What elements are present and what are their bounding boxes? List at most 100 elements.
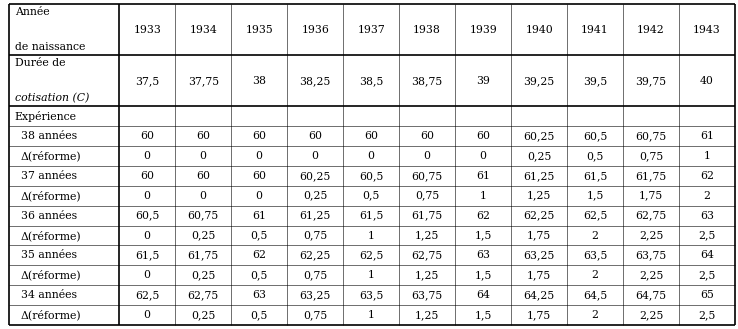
Text: 60,25: 60,25 <box>523 131 555 141</box>
Text: 64,75: 64,75 <box>635 290 666 300</box>
Text: 60,75: 60,75 <box>635 131 666 141</box>
Text: 39: 39 <box>476 76 490 86</box>
Text: Δ(réforme): Δ(réforme) <box>21 151 81 161</box>
Text: 1: 1 <box>480 191 486 201</box>
Text: 0,25: 0,25 <box>191 310 215 320</box>
Text: 0: 0 <box>200 191 207 201</box>
Text: 35 années: 35 années <box>21 250 77 261</box>
Text: 0,25: 0,25 <box>191 270 215 280</box>
Text: 62,5: 62,5 <box>135 290 159 300</box>
Text: 1,25: 1,25 <box>415 270 439 280</box>
Text: 61: 61 <box>476 171 490 181</box>
Text: 0: 0 <box>480 151 486 161</box>
Text: 0: 0 <box>368 151 375 161</box>
Text: 1: 1 <box>703 151 711 161</box>
Text: 1,75: 1,75 <box>527 231 551 240</box>
Text: 62: 62 <box>476 211 490 221</box>
Text: 63,5: 63,5 <box>583 250 607 261</box>
Text: 62: 62 <box>252 250 266 261</box>
Text: 60: 60 <box>196 171 210 181</box>
Text: 62,75: 62,75 <box>412 250 443 261</box>
Text: 1941: 1941 <box>582 25 609 35</box>
Text: 0,25: 0,25 <box>191 231 215 240</box>
Text: Année: Année <box>15 7 49 17</box>
Text: 63: 63 <box>476 250 490 261</box>
Text: 0,5: 0,5 <box>362 191 380 201</box>
Text: Δ(réforme): Δ(réforme) <box>21 190 81 201</box>
Text: 1,25: 1,25 <box>527 191 551 201</box>
Text: 0: 0 <box>144 310 151 320</box>
Text: 39,75: 39,75 <box>635 76 666 86</box>
Text: de naissance: de naissance <box>15 42 85 52</box>
Text: 0,75: 0,75 <box>303 231 327 240</box>
Text: 64,25: 64,25 <box>523 290 555 300</box>
Text: 0,5: 0,5 <box>250 270 268 280</box>
Text: 61,5: 61,5 <box>583 171 607 181</box>
Text: 61,5: 61,5 <box>135 250 159 261</box>
Text: 1938: 1938 <box>413 25 441 35</box>
Text: 1: 1 <box>368 310 375 320</box>
Text: Δ(réforme): Δ(réforme) <box>21 310 81 320</box>
Text: 0,75: 0,75 <box>303 270 327 280</box>
Text: 1936: 1936 <box>301 25 329 35</box>
Text: 0,75: 0,75 <box>415 191 439 201</box>
Text: 62,25: 62,25 <box>300 250 331 261</box>
Text: 62,75: 62,75 <box>187 290 219 300</box>
Text: 0: 0 <box>255 191 263 201</box>
Text: 1943: 1943 <box>693 25 721 35</box>
Text: 37,75: 37,75 <box>187 76 218 86</box>
Text: 36 années: 36 années <box>21 211 77 221</box>
Text: 39,5: 39,5 <box>583 76 607 86</box>
Text: 0: 0 <box>255 151 263 161</box>
Text: 60: 60 <box>308 131 323 141</box>
Text: 60: 60 <box>140 171 154 181</box>
Text: Expérience: Expérience <box>15 111 77 122</box>
Text: 61,75: 61,75 <box>635 171 666 181</box>
Text: 62,5: 62,5 <box>583 211 607 221</box>
Text: 60: 60 <box>196 131 210 141</box>
Text: 63: 63 <box>700 211 714 221</box>
Text: 1,25: 1,25 <box>415 231 439 240</box>
Text: 63: 63 <box>252 290 266 300</box>
Text: 1: 1 <box>368 231 375 240</box>
Text: 1,5: 1,5 <box>475 270 492 280</box>
Text: 61,75: 61,75 <box>187 250 219 261</box>
Text: 60: 60 <box>252 171 266 181</box>
Text: 60,75: 60,75 <box>412 171 443 181</box>
Text: 61: 61 <box>252 211 266 221</box>
Text: 37,5: 37,5 <box>135 76 159 86</box>
Text: 63,25: 63,25 <box>523 250 555 261</box>
Text: 61,75: 61,75 <box>412 211 443 221</box>
Text: Δ(réforme): Δ(réforme) <box>21 230 81 241</box>
Text: 1,25: 1,25 <box>415 310 439 320</box>
Text: Durée de: Durée de <box>15 59 65 68</box>
Text: 1934: 1934 <box>190 25 217 35</box>
Text: 1935: 1935 <box>245 25 273 35</box>
Text: 1,75: 1,75 <box>527 310 551 320</box>
Text: 60,5: 60,5 <box>359 171 383 181</box>
Text: 1937: 1937 <box>357 25 385 35</box>
Text: 0: 0 <box>144 270 151 280</box>
Text: 0: 0 <box>144 151 151 161</box>
Text: 38 années: 38 années <box>21 131 77 141</box>
Text: 2,5: 2,5 <box>698 310 716 320</box>
Text: 2,25: 2,25 <box>639 310 663 320</box>
Text: 38,75: 38,75 <box>412 76 443 86</box>
Text: 0,5: 0,5 <box>250 231 268 240</box>
Text: 0: 0 <box>311 151 319 161</box>
Text: 38: 38 <box>252 76 266 86</box>
Text: 60: 60 <box>252 131 266 141</box>
Text: 61,5: 61,5 <box>359 211 383 221</box>
Text: 1,5: 1,5 <box>475 231 492 240</box>
Text: 0,25: 0,25 <box>303 191 328 201</box>
Text: 2: 2 <box>592 310 599 320</box>
Text: 62,75: 62,75 <box>635 211 666 221</box>
Text: 0,25: 0,25 <box>527 151 551 161</box>
Text: 37 années: 37 années <box>21 171 77 181</box>
Text: 2,5: 2,5 <box>698 231 716 240</box>
Text: 60,5: 60,5 <box>583 131 607 141</box>
Text: 63,5: 63,5 <box>359 290 383 300</box>
Text: 62,25: 62,25 <box>523 211 555 221</box>
Text: 60: 60 <box>140 131 154 141</box>
Text: 61: 61 <box>700 131 714 141</box>
